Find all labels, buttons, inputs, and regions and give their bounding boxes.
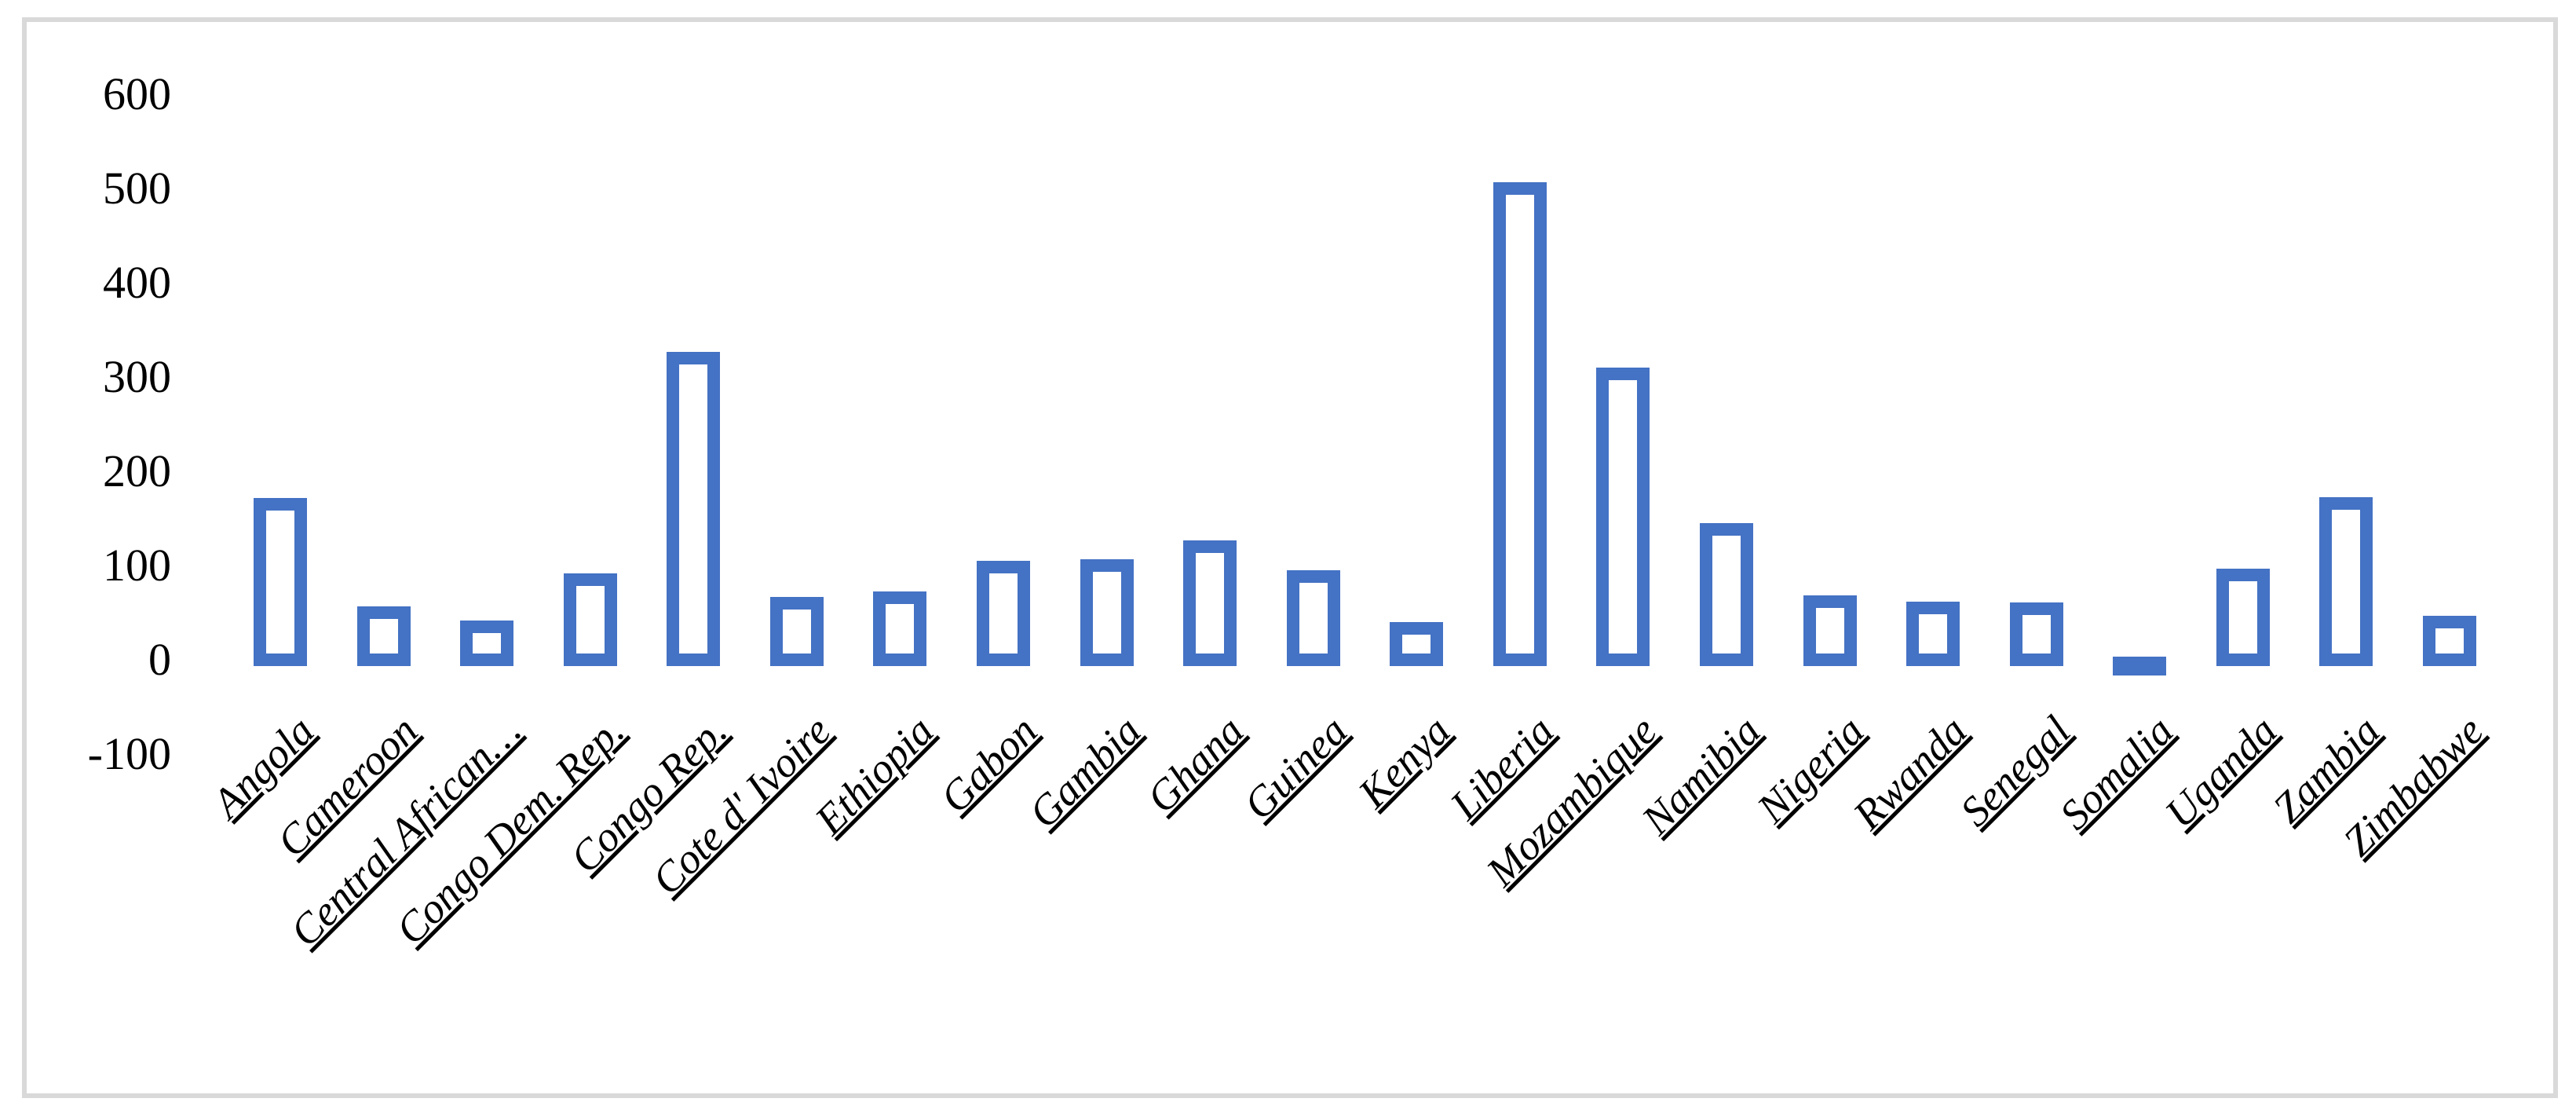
y-axis-tick-label-100: 100 [103,540,171,591]
bar-cote-d-ivoire [769,597,824,666]
y-axis-tick-label--100: -100 [87,728,171,779]
bar-rwanda [1906,602,1960,666]
bar-namibia [1699,523,1753,666]
bar-uganda [2216,569,2270,666]
y-axis-tick-label-200: 200 [103,445,171,496]
bar-congo-rep- [667,352,721,666]
y-axis-tick-label-600: 600 [103,68,171,119]
bar-congo-dem-rep- [563,573,617,666]
bar-kenya [1390,622,1444,666]
bar-somalia [2113,657,2167,675]
bar-nigeria [1803,595,1857,666]
bar-zambia [2319,496,2373,666]
bar-senegal [2009,602,2063,666]
bar-liberia [1493,182,1547,666]
y-axis-tick-label-0: 0 [148,634,171,685]
bar-gambia [1080,559,1134,666]
bar-cameroon [356,606,411,666]
bar-guinea [1286,570,1340,666]
bar-zimbabwe [2422,616,2476,666]
bar-mozambique [1596,368,1650,666]
y-axis-tick-label-500: 500 [103,163,171,214]
bar-angola [254,498,307,666]
y-axis-tick-label-300: 300 [103,351,171,402]
bar-gabon [976,561,1030,666]
bar-ghana [1183,540,1237,666]
bar-central-african- [460,621,514,666]
bar-ethiopia [873,591,927,666]
y-axis-tick-label-400: 400 [103,257,171,308]
chart-frame [22,17,2558,1098]
